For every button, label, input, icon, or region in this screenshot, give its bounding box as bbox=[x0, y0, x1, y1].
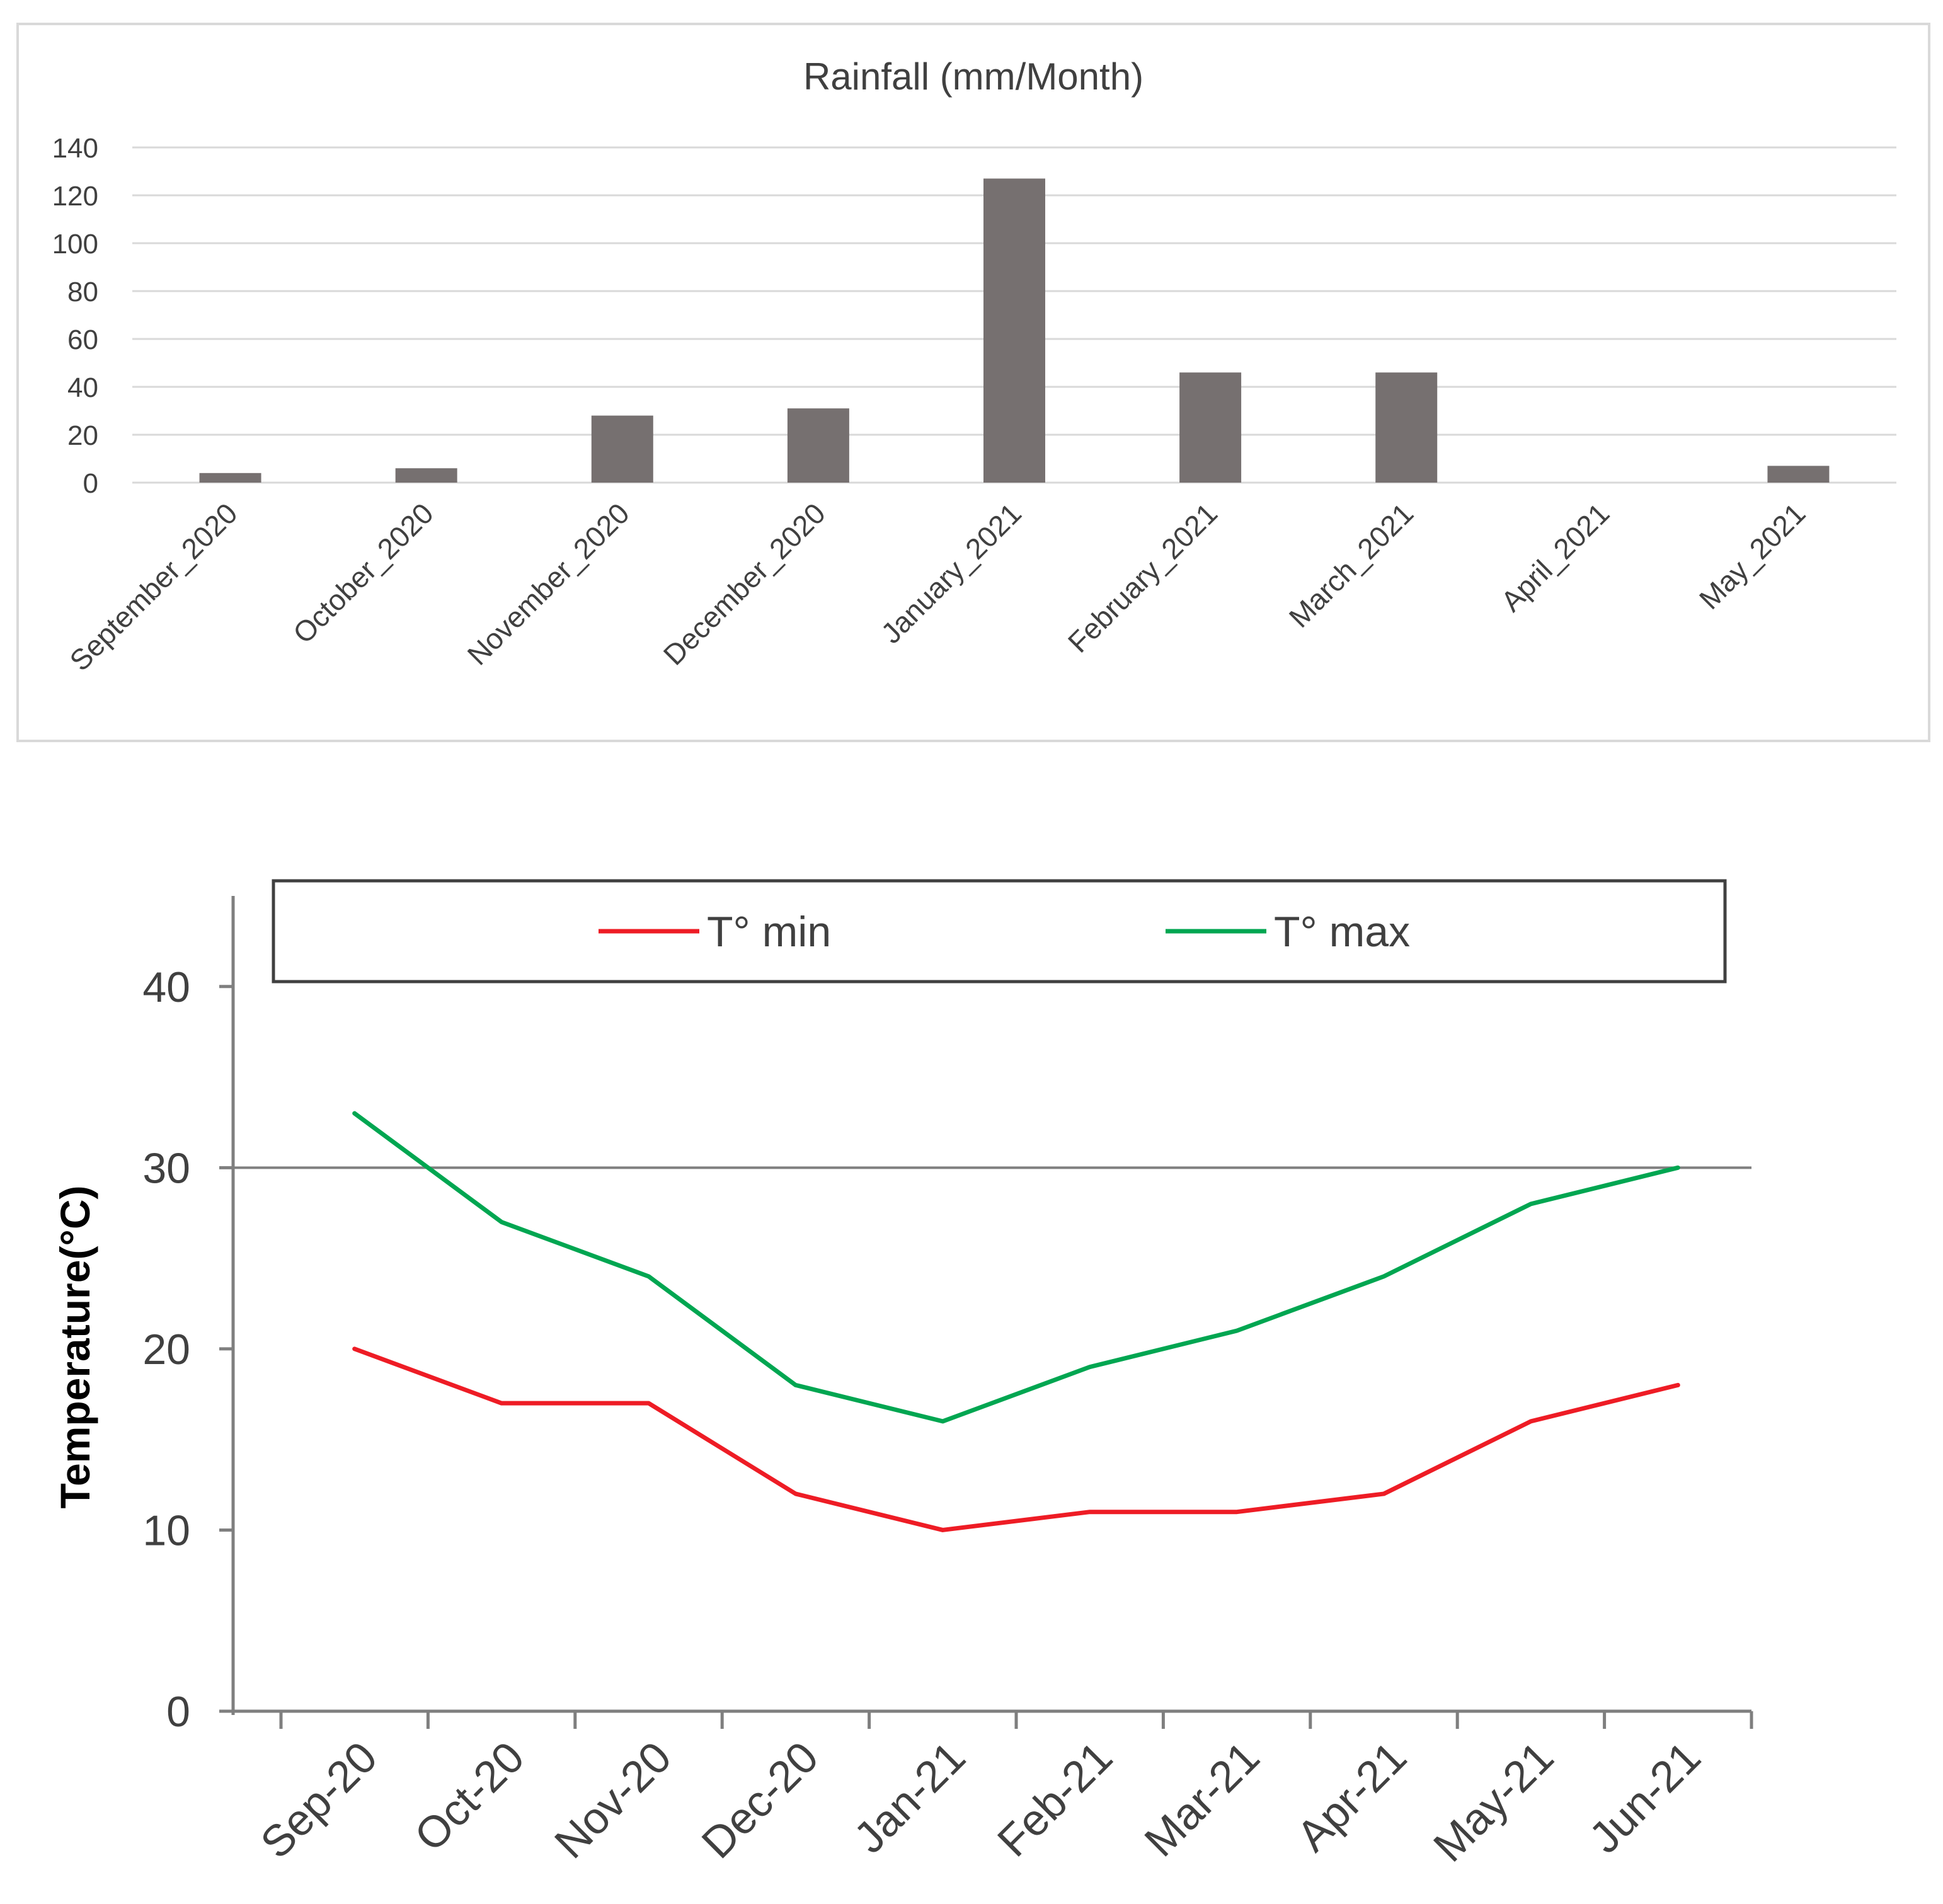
temperature-series-lines bbox=[352, 1111, 1680, 1532]
temperature-y-axis-label: Temperature(°C) bbox=[52, 1186, 98, 1509]
rainfall-bar bbox=[983, 178, 1045, 483]
rainfall-y-tick-label: 40 bbox=[67, 372, 98, 403]
rainfall-y-tick-label: 20 bbox=[67, 420, 98, 451]
rainfall-bars bbox=[199, 178, 1830, 483]
rainfall-y-tick-labels: 0 20 40 60 80 100 120 140 bbox=[52, 133, 98, 499]
temperature-y-tick-label: 0 bbox=[166, 1688, 190, 1736]
rainfall-y-tick-label: 0 bbox=[83, 468, 98, 499]
rainfall-chart-title: Rainfall (mm/Month) bbox=[803, 55, 1143, 98]
rainfall-bar bbox=[395, 468, 457, 483]
temperature-series-line bbox=[352, 1111, 1680, 1424]
rainfall-bar bbox=[1767, 466, 1830, 483]
rainfall-bar bbox=[199, 473, 261, 483]
temperature-y-tick-label: 30 bbox=[142, 1144, 190, 1192]
legend-frame bbox=[272, 879, 1727, 984]
rainfall-bar bbox=[591, 415, 653, 483]
rainfall-chart-frame bbox=[16, 23, 1930, 742]
rainfall-y-tick-label: 140 bbox=[52, 133, 98, 164]
rainfall-y-tick-label: 120 bbox=[52, 181, 98, 212]
rainfall-bar bbox=[1375, 372, 1438, 483]
temperature-series-line bbox=[352, 1346, 1680, 1532]
legend-label-tmin: T° min bbox=[707, 908, 831, 956]
rainfall-bar bbox=[787, 408, 849, 483]
rainfall-bar bbox=[1179, 372, 1242, 483]
temperature-y-tick-labels: 0 10 20 30 40 bbox=[142, 963, 190, 1736]
temperature-y-tick-label: 20 bbox=[142, 1326, 190, 1374]
rainfall-y-tick-label: 100 bbox=[52, 229, 98, 260]
rainfall-y-tick-label: 60 bbox=[67, 324, 98, 355]
rainfall-y-tick-label: 80 bbox=[67, 277, 98, 307]
temperature-y-tick-label: 40 bbox=[142, 963, 190, 1011]
temperature-axes bbox=[219, 896, 1753, 1729]
legend-label-tmax: T° max bbox=[1274, 908, 1410, 956]
temperature-legend: T° min T° max bbox=[272, 879, 1727, 984]
temperature-y-tick-label: 10 bbox=[142, 1506, 190, 1554]
